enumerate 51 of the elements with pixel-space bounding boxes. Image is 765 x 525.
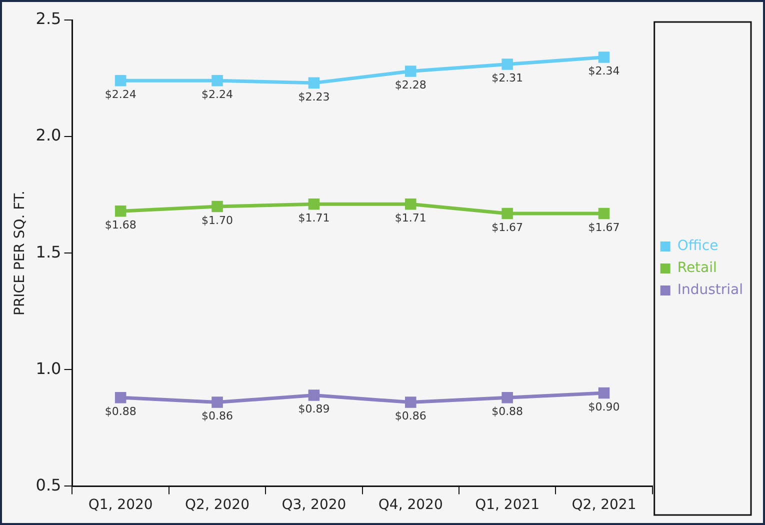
point [114, 74, 126, 86]
data-label: $2.31 [492, 72, 524, 85]
x-tick-label: Q1, 2020 [88, 497, 153, 514]
y-tick-label: 2.5 [36, 9, 62, 28]
data-label: $2.28 [394, 78, 426, 92]
x-tick-label: Q1, 2021 [475, 497, 540, 514]
data-label: $1.68 [104, 218, 136, 232]
data-label: $1.67 [588, 220, 620, 234]
point [212, 74, 223, 86]
point [114, 206, 126, 217]
point [308, 390, 320, 401]
point [502, 58, 513, 70]
data-label: $0.86 [394, 410, 426, 423]
data-label: $0.88 [104, 404, 136, 418]
legend-label: Office [677, 238, 718, 254]
y-tick-label: 1.0 [36, 358, 62, 378]
point [502, 392, 513, 404]
data-label: $0.88 [492, 404, 524, 418]
data-label: $1.67 [492, 220, 524, 234]
y-tick-label: 0.5 [36, 475, 62, 494]
data-label: $2.24 [202, 88, 234, 101]
y-tick-label: 1.5 [36, 242, 62, 262]
point [598, 52, 610, 63]
data-label: $0.90 [588, 400, 620, 414]
data-label: $2.23 [298, 90, 330, 104]
point [308, 77, 320, 89]
legend-label: Industrial [677, 282, 744, 298]
x-tick-label: Q2, 2021 [572, 497, 636, 514]
x-tick-label: Q2, 2020 [185, 497, 250, 514]
point [308, 198, 320, 210]
x-tick-label: Q3, 2020 [282, 497, 346, 514]
point [404, 66, 416, 77]
data-label: $1.71 [394, 212, 426, 225]
point [212, 200, 223, 212]
point [114, 392, 126, 404]
data-label: $2.34 [588, 64, 620, 78]
point [404, 198, 416, 210]
point [598, 387, 610, 399]
data-label: $0.86 [202, 410, 234, 423]
data-label: $2.24 [104, 88, 136, 101]
y-tick-label: 2.0 [36, 126, 62, 145]
legend-label: Retail [677, 260, 717, 276]
point [212, 396, 223, 408]
point [404, 396, 416, 408]
data-label: $0.89 [298, 402, 330, 416]
point [502, 208, 513, 220]
y-axis-title: PRICE PER SQ. FT. [12, 190, 28, 316]
x-tick-label: Q4, 2020 [378, 497, 443, 514]
data-label: $1.71 [298, 212, 330, 225]
point [598, 208, 610, 220]
data-label: $1.70 [202, 214, 234, 227]
